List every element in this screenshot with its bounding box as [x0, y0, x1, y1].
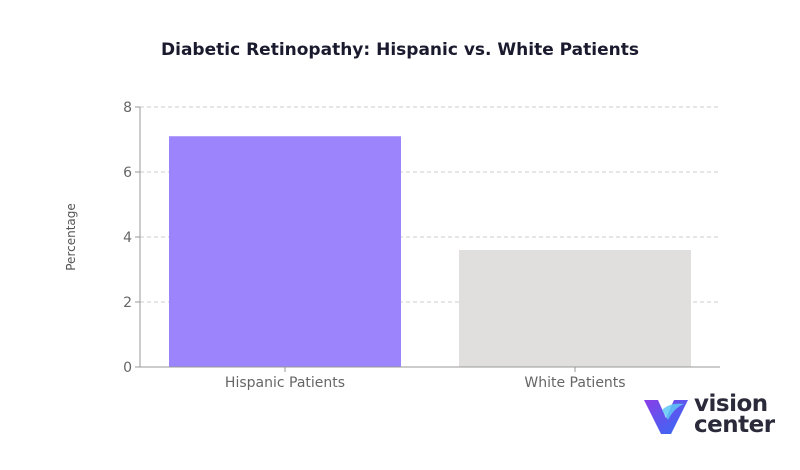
chart-title: Diabetic Retinopathy: Hispanic vs. White…: [161, 40, 639, 60]
brand-line-2: center: [694, 412, 775, 438]
bar-0: [169, 136, 401, 367]
y-tick-labels: 0 2 4 6 8: [123, 100, 140, 376]
y-tick-label: 4: [123, 230, 132, 246]
y-tick-label: 8: [123, 100, 132, 116]
x-category-label: Hispanic Patients: [225, 375, 345, 391]
bar-1: [459, 250, 691, 367]
y-axis-title: Percentage: [64, 203, 78, 271]
brand-line-1: vision: [694, 391, 768, 417]
y-tick-label: 6: [123, 165, 132, 181]
bars: [169, 136, 691, 367]
x-category-labels: Hispanic Patients White Patients: [225, 367, 626, 391]
x-category-label: White Patients: [524, 375, 625, 391]
y-tick-label: 0: [123, 360, 132, 376]
brand-logo: vision center: [640, 391, 790, 444]
y-tick-label: 2: [123, 295, 132, 311]
vision-center-logo-icon: [644, 400, 688, 434]
